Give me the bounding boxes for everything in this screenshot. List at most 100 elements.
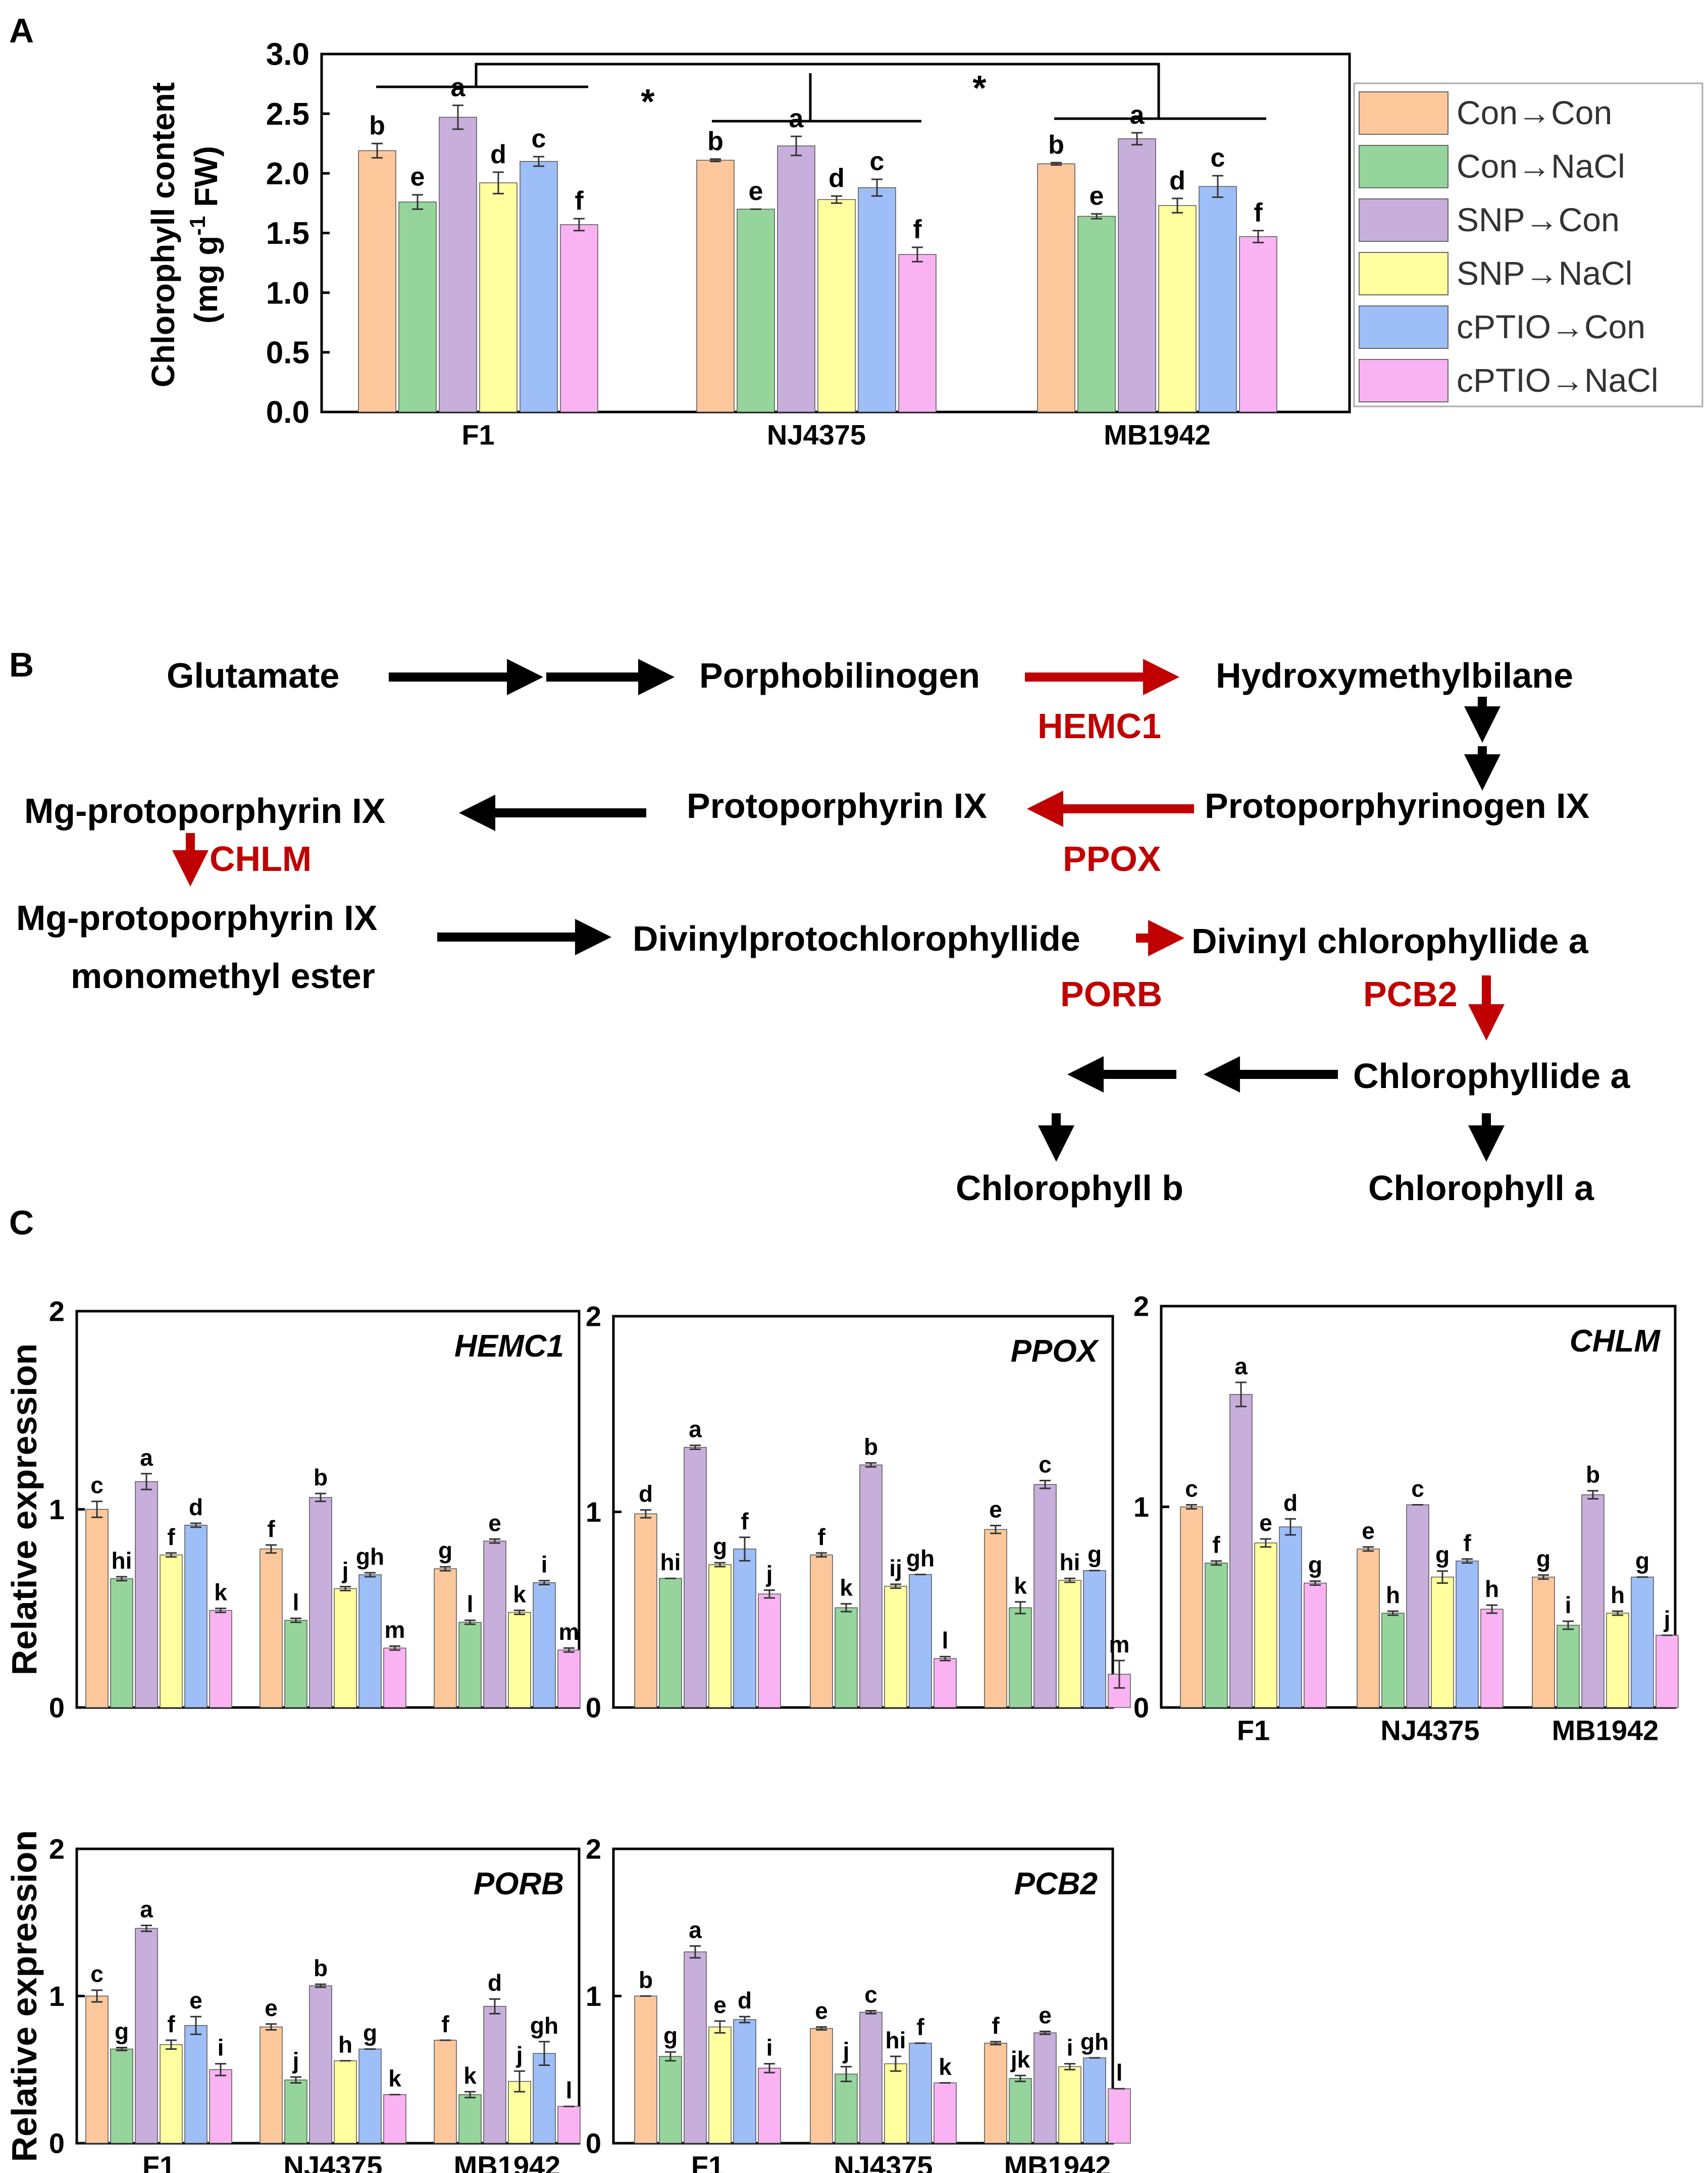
significance-letter: f: [267, 1516, 275, 1542]
significance-letter: c: [864, 1982, 877, 2008]
significance-letter: j: [1664, 1606, 1671, 1632]
significance-letter: d: [1169, 166, 1185, 195]
significance-letter: c: [870, 147, 885, 176]
significance-letter: c: [1211, 143, 1225, 173]
bar: [1009, 2078, 1032, 2144]
x-tick-label: NJ4375: [1380, 1714, 1479, 1746]
legend-frame: [1353, 82, 1703, 407]
panel-label-a: A: [9, 12, 34, 50]
bar: [984, 2043, 1007, 2144]
significance-letter: e: [713, 1992, 727, 2018]
node-chlorophyll-b: Chlorophyll b: [956, 1168, 1183, 1208]
node-divinylprotochlorophyllide: Divinylprotochlorophyllide: [633, 919, 1080, 958]
significance-letter: c: [1039, 1451, 1052, 1477]
bar: [1357, 1548, 1380, 1708]
bar: [1606, 1613, 1629, 1708]
bar: [634, 1513, 657, 1708]
gene-label: PPOX: [1011, 1334, 1100, 1369]
significance-letter: c: [532, 124, 546, 153]
significance-letter: f: [575, 186, 584, 216]
bar: [859, 2011, 883, 2144]
significance-letter: f: [1212, 1532, 1220, 1558]
bar: [737, 209, 775, 412]
bar: [135, 1928, 158, 2144]
enzyme-hemc1: HEMC1: [1038, 706, 1161, 746]
gene-label: HEMC1: [454, 1329, 564, 1364]
significance-letter: b: [314, 1464, 328, 1490]
significance-letter: c: [1185, 1475, 1198, 1502]
bar: [533, 2053, 556, 2144]
significance-letter: b: [314, 1955, 328, 1981]
significance-letter: gh: [1080, 2029, 1109, 2055]
significance-letter: c: [90, 1961, 103, 1987]
enzyme-porb: PORB: [1060, 974, 1162, 1014]
significance-star-1: *: [641, 82, 655, 121]
significance-letter: k: [513, 1581, 526, 1608]
bar: [1655, 1635, 1679, 1708]
bar: [758, 2067, 781, 2144]
bar: [1229, 1394, 1253, 1708]
significance-letter: g: [1088, 1541, 1102, 1568]
bar: [659, 2056, 682, 2144]
significance-letter: e: [815, 1998, 828, 2024]
bar: [1304, 1582, 1327, 1708]
significance-letter: e: [1259, 1510, 1272, 1536]
significance-letter: k: [939, 2053, 952, 2080]
legend-swatch: [1359, 91, 1448, 135]
x-tick-label: F1: [1237, 1714, 1270, 1746]
bar: [533, 1582, 556, 1708]
significance-letter: j: [516, 2042, 523, 2068]
x-tick-label: NJ4375: [834, 2150, 933, 2173]
bar: [898, 254, 937, 412]
bar: [383, 1647, 406, 1708]
bar: [884, 2063, 907, 2144]
bar: [1108, 2088, 1131, 2144]
bar: [758, 1593, 781, 1708]
bar: [733, 2019, 756, 2144]
significance-star-2: *: [972, 68, 987, 108]
y-axis-label: Relative expression: [5, 1830, 44, 2162]
significance-letter: g: [363, 2020, 377, 2046]
significance-letter: d: [738, 1987, 752, 2013]
significance-letter: b: [1586, 1462, 1600, 1488]
bar: [358, 2048, 382, 2144]
gene-label: CHLM: [1570, 1324, 1661, 1359]
bar: [708, 1564, 732, 1708]
y-tick-label: 2: [586, 1301, 601, 1332]
legend-swatch: [1359, 198, 1448, 242]
bar: [1254, 1542, 1277, 1708]
x-tick-label: F1: [691, 2150, 724, 2173]
node-mg-ester-line1: Mg-protoporphyrin IX: [16, 898, 378, 938]
bar: [1381, 1613, 1405, 1708]
significance-letter: e: [1362, 1518, 1375, 1544]
significance-letter: h: [1485, 1576, 1499, 1602]
significance-letter: d: [488, 1970, 502, 1996]
node-protoporphyrinogen: Protoporphyrinogen IX: [1205, 786, 1590, 825]
bar: [810, 2028, 833, 2144]
legend-label: cPTIO→Con: [1457, 308, 1645, 345]
y-tick-label: 1: [586, 1496, 601, 1528]
y-tick-label: 0: [586, 2128, 601, 2159]
bar: [458, 1622, 482, 1708]
significance-letter: a: [140, 1444, 153, 1471]
significance-letter: hi: [1060, 1549, 1080, 1575]
y-tick-label: 2: [1133, 1290, 1149, 1322]
bar: [110, 1578, 133, 1708]
significance-letter: g: [1435, 1542, 1450, 1568]
significance-letter: a: [140, 1896, 153, 1922]
significance-letter: f: [741, 1508, 749, 1534]
y-tick-label: 0: [586, 1692, 601, 1724]
bar: [434, 2040, 457, 2144]
significance-letter: m: [385, 1617, 405, 1643]
bar: [260, 2026, 283, 2144]
significance-letter: b: [639, 1967, 653, 1993]
significance-letter: f: [916, 2014, 924, 2040]
legend: Con→Con Con→NaCl SNP→Con SNP→NaCl cPTIO→Con c…: [1353, 82, 1703, 407]
legend-label: SNP→Con: [1457, 201, 1620, 238]
significance-letter: f: [1463, 1530, 1471, 1556]
bar: [508, 1612, 531, 1708]
significance-letter: d: [1283, 1489, 1298, 1516]
significance-letter: i: [218, 2034, 224, 2060]
y-tick-label: 0.0: [266, 395, 309, 430]
